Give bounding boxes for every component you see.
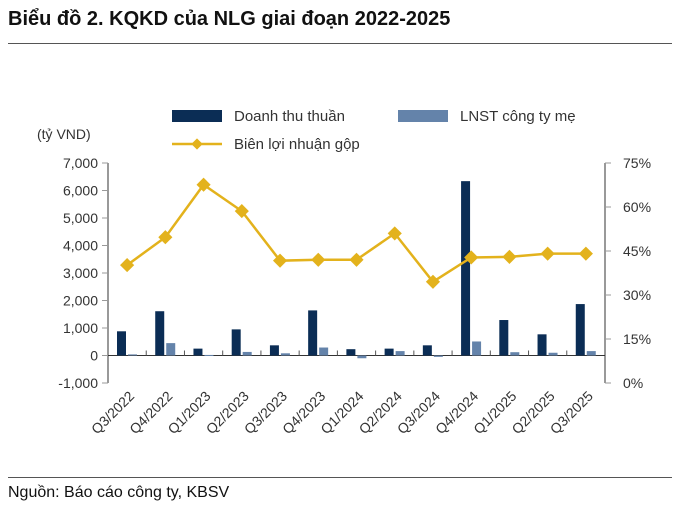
left-tick-label: 7,000 xyxy=(63,155,98,171)
category-label: Q3/2025 xyxy=(547,388,596,437)
revenue-bar xyxy=(384,348,394,356)
net-profit-bar xyxy=(242,351,252,356)
gross-margin-point xyxy=(196,177,211,192)
gross-margin-point xyxy=(464,250,479,265)
left-tick-label: 2,000 xyxy=(63,293,98,309)
net-profit-bar xyxy=(280,353,290,356)
net-profit-bar xyxy=(204,354,214,356)
bottom-divider xyxy=(8,477,672,478)
left-tick-label: 4,000 xyxy=(63,238,98,254)
net-profit-bar xyxy=(357,355,367,359)
net-profit-bar xyxy=(472,341,482,356)
net-profit-bar xyxy=(319,347,329,356)
left-tick-label: 5,000 xyxy=(63,210,98,226)
right-tick-label: 60% xyxy=(623,199,651,215)
right-tick-label: 75% xyxy=(623,155,651,171)
legend-label-net-profit: LNST công ty mẹ xyxy=(460,108,576,125)
revenue-bar xyxy=(422,345,432,356)
gross-margin-line xyxy=(126,182,586,284)
revenue-bar xyxy=(537,334,547,356)
legend-label-revenue: Doanh thu thuần xyxy=(234,108,345,125)
gross-margin-point xyxy=(502,249,517,264)
chart: (tỷ VND) -1,000 0 1,000 2,000 3,000 4,000 5,00… xyxy=(37,108,651,437)
figure-title: Biểu đồ 2. KQKD của NLG giai đoạn 2022-2… xyxy=(8,8,451,30)
net-profit-bar xyxy=(510,352,520,356)
revenue-bar xyxy=(231,329,241,356)
left-tick-label: 3,000 xyxy=(63,265,98,281)
net-profit-bar xyxy=(128,354,137,356)
revenue-bar xyxy=(155,311,165,356)
gross-margin-point xyxy=(311,252,326,267)
gross-margin-point xyxy=(387,226,402,241)
right-tick-label: 45% xyxy=(623,243,651,259)
left-tick-label: 0 xyxy=(90,348,98,364)
gross-margin-point xyxy=(578,246,593,261)
source-note: Nguồn: Báo cáo công ty, KBSV xyxy=(8,484,230,501)
revenue-bar xyxy=(461,181,471,356)
legend-swatch-net-profit xyxy=(398,110,448,122)
legend-marker-gross-margin xyxy=(191,138,203,150)
net-profit-bar xyxy=(586,351,596,356)
left-tick-label: -1,000 xyxy=(58,375,98,391)
net-profit-bar xyxy=(433,355,443,357)
net-profit-bar xyxy=(395,351,405,356)
gross-margin-point xyxy=(425,274,441,289)
revenue-bar xyxy=(308,310,318,356)
gross-margin-point xyxy=(120,258,135,273)
unit-label: (tỷ VND) xyxy=(37,126,91,142)
gross-margin-point xyxy=(234,204,249,219)
right-tick-label: 30% xyxy=(623,287,651,303)
gross-margin-point xyxy=(349,252,364,267)
legend-label-gross-margin: Biên lợi nhuận gộp xyxy=(234,136,360,153)
net-profit-bar xyxy=(166,343,176,356)
revenue-bar xyxy=(117,331,126,356)
gross-margin-point xyxy=(272,253,288,268)
right-tick-label: 15% xyxy=(623,331,651,347)
revenue-bar xyxy=(269,345,279,356)
top-divider xyxy=(8,43,672,44)
right-tick-label: 0% xyxy=(623,375,643,391)
gross-margin-point xyxy=(540,246,555,261)
revenue-bar xyxy=(193,348,203,356)
gross-margin-point xyxy=(158,230,173,245)
revenue-bar xyxy=(575,304,585,356)
net-profit-bar xyxy=(548,352,558,356)
legend-swatch-revenue xyxy=(172,110,222,122)
left-tick-label: 6,000 xyxy=(63,183,98,199)
revenue-bar xyxy=(346,349,356,356)
revenue-bar xyxy=(499,320,509,356)
left-tick-label: 1,000 xyxy=(63,320,98,336)
